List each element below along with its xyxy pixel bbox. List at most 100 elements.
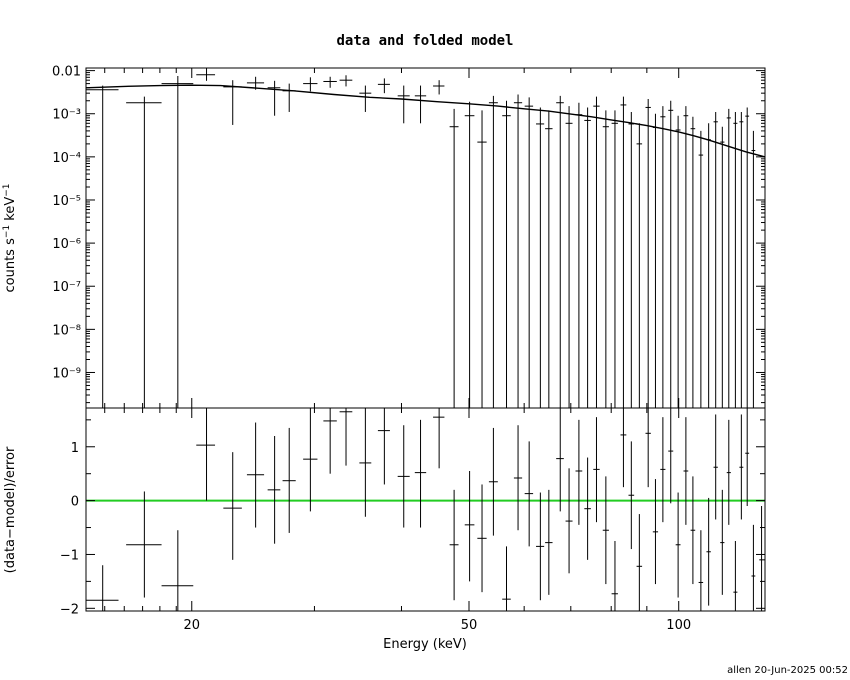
residual-point xyxy=(611,541,618,611)
residual-point xyxy=(433,408,445,469)
top-y-tick-label: 10⁻³ xyxy=(52,108,81,123)
residual-point xyxy=(636,514,643,611)
x-axis-label: Energy (keV) xyxy=(383,637,467,652)
data-point xyxy=(611,110,618,408)
chart-title: data and folded model xyxy=(336,33,513,49)
residual-point xyxy=(556,408,564,512)
residual-point xyxy=(282,427,296,533)
residual-point xyxy=(488,427,498,536)
data-point xyxy=(675,115,681,408)
data-point xyxy=(593,96,600,408)
top-y-tick-label: 10⁻⁸ xyxy=(52,323,81,338)
top-y-tick-label: 10⁻⁹ xyxy=(52,366,81,381)
residual-point xyxy=(620,408,627,488)
residual-point xyxy=(683,417,689,525)
data-point xyxy=(323,76,337,88)
x-tick-label: 50 xyxy=(461,618,478,633)
data-point xyxy=(690,116,696,408)
data-point xyxy=(698,130,704,408)
data-point xyxy=(359,85,372,112)
data-point xyxy=(397,85,410,124)
residual-point xyxy=(359,408,372,517)
footer-stamp: allen 20-Jun-2025 00:52 xyxy=(727,665,848,676)
residual-point xyxy=(733,541,738,611)
residual-point xyxy=(223,452,242,560)
data-point xyxy=(545,110,553,408)
residual-point xyxy=(449,489,459,601)
residual-point xyxy=(575,419,583,525)
bottom-y-tick-label: 1 xyxy=(71,441,79,456)
residual-point xyxy=(726,419,731,525)
residual-point xyxy=(323,408,337,474)
top-y-tick-label: 10⁻⁵ xyxy=(52,194,81,209)
bottom-y-tick-label: −2 xyxy=(60,602,79,617)
data-point xyxy=(575,102,583,408)
data-point xyxy=(303,77,318,92)
data-point xyxy=(223,80,242,125)
residual-point xyxy=(706,497,711,606)
residual-point xyxy=(161,530,194,611)
data-point xyxy=(565,106,573,408)
data-point xyxy=(751,130,756,408)
data-point xyxy=(267,80,281,116)
data-point xyxy=(556,95,564,408)
data-point xyxy=(449,108,459,408)
data-point xyxy=(282,83,296,112)
data-point xyxy=(339,75,353,87)
data-point xyxy=(668,100,674,408)
residual-point xyxy=(751,524,756,611)
top-y-tick-label: 10⁻⁴ xyxy=(52,151,81,166)
residual-point xyxy=(720,489,725,595)
residual-point xyxy=(246,422,265,528)
top-y-tick-label: 0.01 xyxy=(52,65,81,80)
residual-point xyxy=(602,476,609,585)
data-point xyxy=(86,85,119,408)
top-y-axis-label: counts s−1 keV−1 xyxy=(2,183,18,292)
residual-point xyxy=(565,468,573,574)
top-y-tick-label: 10⁻⁷ xyxy=(52,280,81,295)
data-point xyxy=(377,78,390,94)
data-point xyxy=(652,113,659,408)
data-point xyxy=(524,97,534,408)
residual-point xyxy=(690,476,696,585)
residual-point xyxy=(628,441,635,550)
data-point xyxy=(683,106,689,408)
data-point xyxy=(488,95,498,408)
residual-point xyxy=(126,491,162,598)
data-point xyxy=(477,110,487,408)
residual-point xyxy=(267,436,281,544)
x-tick-label: 100 xyxy=(666,618,691,633)
residual-point xyxy=(464,471,475,582)
data-point xyxy=(433,80,445,95)
residual-point xyxy=(397,425,410,528)
x-ticks: 20 50 100 xyxy=(104,68,691,633)
data-point xyxy=(513,94,523,408)
residual-point xyxy=(745,408,750,506)
residual-point xyxy=(377,408,390,485)
data-point xyxy=(584,107,591,408)
bottom-y-tick-label: 0 xyxy=(71,495,79,510)
residual-point xyxy=(545,489,553,595)
residual-point xyxy=(513,425,523,531)
data-point xyxy=(645,98,651,408)
data-point xyxy=(739,111,744,408)
residual-point xyxy=(668,408,674,504)
bottom-panel-frame xyxy=(85,407,766,612)
data-point xyxy=(536,107,545,408)
data-point xyxy=(620,96,627,408)
top-y-tick-label: 10⁻⁶ xyxy=(52,237,81,252)
data-point xyxy=(713,111,718,408)
data-point xyxy=(733,111,738,408)
data-point xyxy=(246,76,265,90)
data-point xyxy=(745,107,750,408)
residual-point xyxy=(86,565,119,611)
residual-point xyxy=(675,492,681,598)
residual-point xyxy=(593,417,600,523)
residual-point xyxy=(660,417,666,523)
residual-point xyxy=(339,408,353,466)
residual-point xyxy=(698,530,704,611)
data-point xyxy=(161,76,194,408)
residual-point xyxy=(477,484,487,593)
residual-point xyxy=(652,479,659,585)
